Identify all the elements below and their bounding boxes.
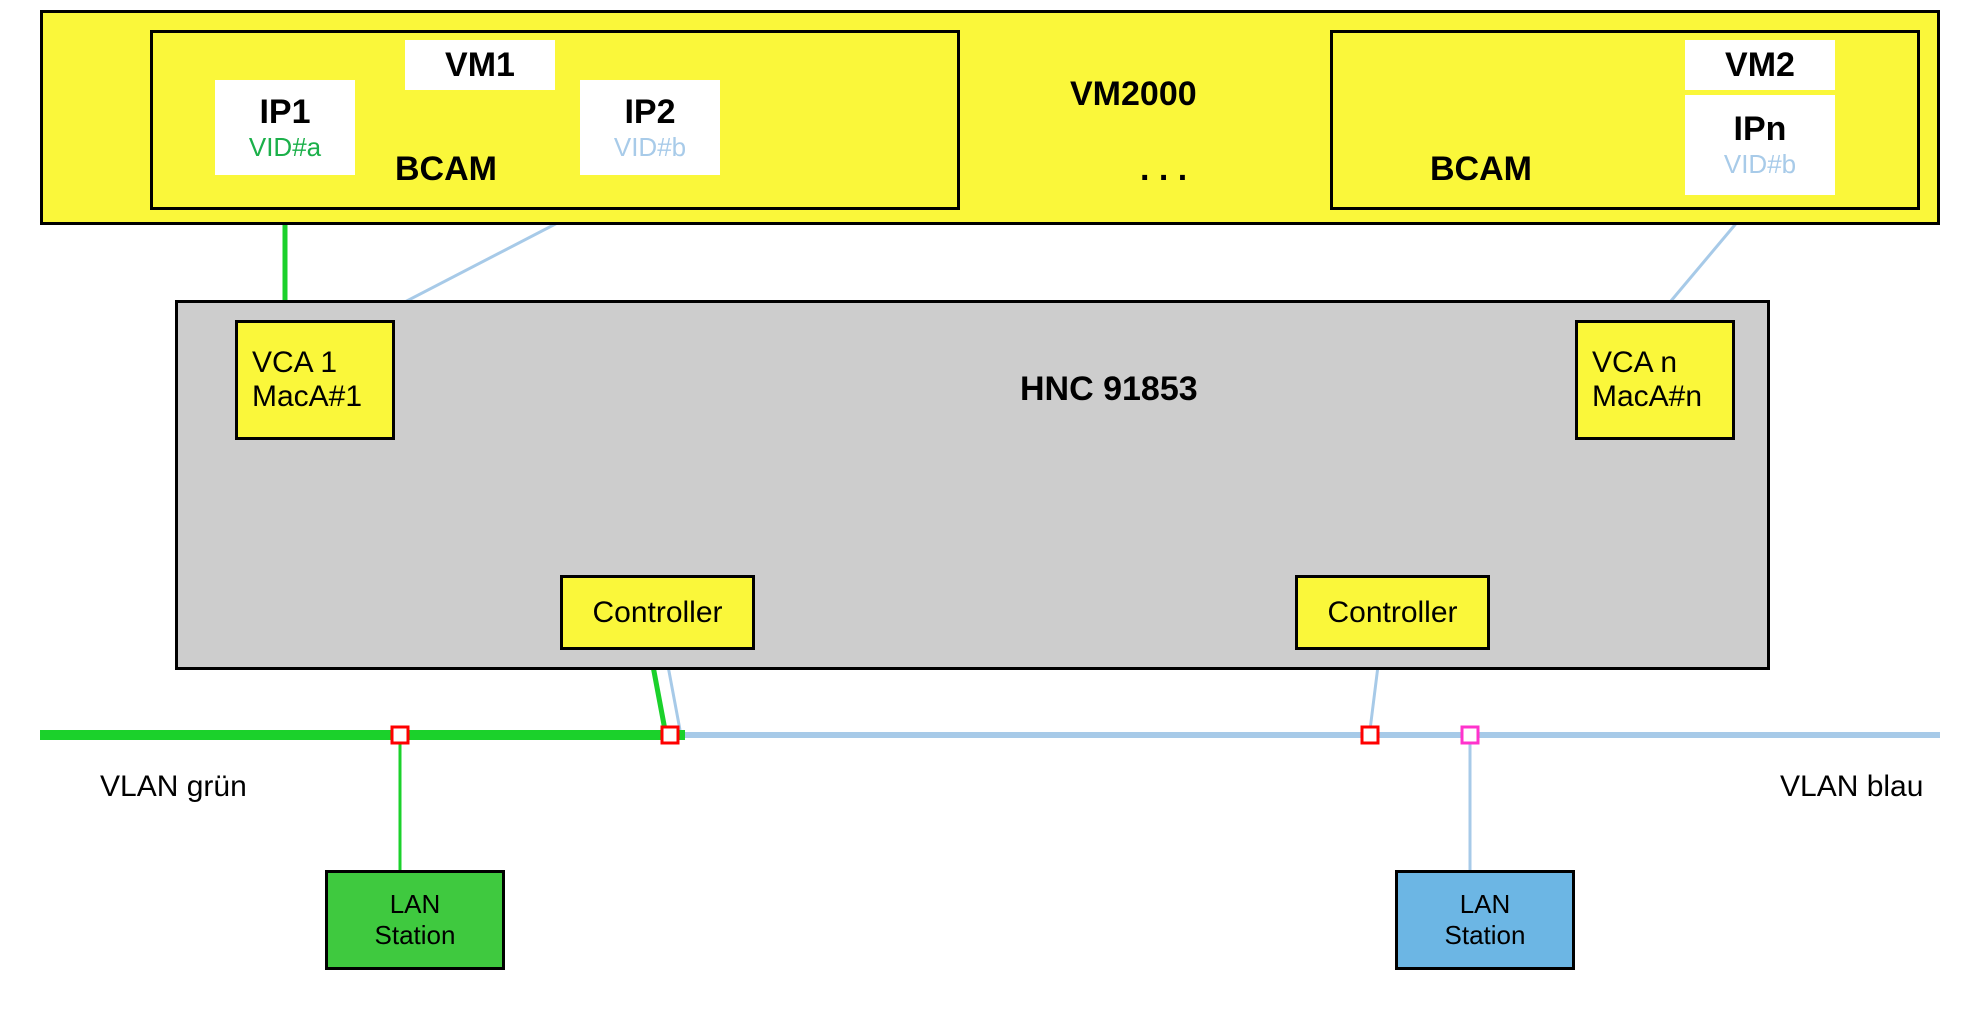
ip1-vid: VID#a: [249, 132, 321, 163]
hnc-label: HNC 91853: [1020, 370, 1198, 409]
vcan-line2: MacA#n: [1592, 380, 1702, 414]
ip2-label: IP2: [624, 93, 675, 132]
vm2-title-box: VM2: [1685, 40, 1835, 90]
bcam2-label: BCAM: [1430, 150, 1532, 189]
ipn-label: IPn: [1734, 110, 1787, 149]
vlan-green-label: VLAN grün: [100, 770, 247, 804]
vlan-blue-label: VLAN blau: [1780, 770, 1923, 804]
vcan-box: VCA n MacA#n: [1575, 320, 1735, 440]
lan-green-line1: LAN: [390, 889, 441, 920]
lan-station-green: LAN Station: [325, 870, 505, 970]
vm1-title: VM1: [445, 46, 515, 85]
ipn-box: IPn VID#b: [1685, 95, 1835, 195]
bcam1-label: BCAM: [395, 150, 497, 189]
bus-tap-2: [662, 727, 678, 743]
vm2000-label: VM2000: [1070, 75, 1197, 114]
controller-2: Controller: [1295, 575, 1490, 650]
controller-1-label: Controller: [592, 596, 722, 630]
ip2-box: IP2 VID#b: [580, 80, 720, 175]
vcan-line1: VCA n: [1592, 346, 1677, 380]
bus-tap-1: [392, 727, 408, 743]
lan-green-line2: Station: [375, 920, 456, 951]
vm1-title-box: VM1: [405, 40, 555, 90]
vca1-line1: VCA 1: [252, 346, 337, 380]
controller-2-label: Controller: [1327, 596, 1457, 630]
controller-1: Controller: [560, 575, 755, 650]
ip1-box: IP1 VID#a: [215, 80, 355, 175]
vca1-box: VCA 1 MacA#1: [235, 320, 395, 440]
ip1-label: IP1: [259, 93, 310, 132]
bus-tap-3: [1362, 727, 1378, 743]
lan-blue-line1: LAN: [1460, 889, 1511, 920]
lan-blue-line2: Station: [1445, 920, 1526, 951]
vca1-line2: MacA#1: [252, 380, 362, 414]
hnc-panel: [175, 300, 1770, 670]
lan-station-blue: LAN Station: [1395, 870, 1575, 970]
vm2-title: VM2: [1725, 46, 1795, 85]
ip2-vid: VID#b: [614, 132, 686, 163]
bus-tap-4: [1462, 727, 1478, 743]
ipn-vid: VID#b: [1724, 149, 1796, 180]
ellipsis-label: . . .: [1140, 150, 1187, 189]
